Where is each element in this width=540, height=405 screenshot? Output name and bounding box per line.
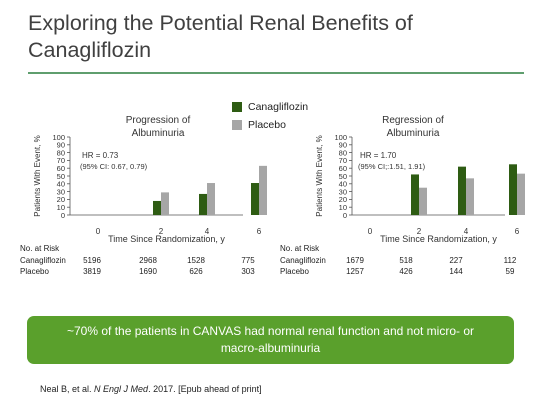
- x-tick-label-regression: 0: [368, 227, 373, 236]
- ci-annotation-regression: (95% CI;:1.51, 1.91): [358, 162, 426, 171]
- hr-annotation-progression: HR = 0.73: [82, 151, 119, 160]
- risk-value: 1679: [346, 256, 364, 265]
- bar-regression-placebo: [466, 178, 474, 215]
- risk-value: 59: [505, 267, 515, 276]
- bar-progression-canagliflozin: [251, 183, 259, 215]
- callout-box: ~70% of the patients in CANVAS had norma…: [27, 316, 514, 364]
- bar-regression-canagliflozin: [411, 174, 419, 215]
- citation: Neal B, et al. N Engl J Med. 2017. [Epub…: [40, 384, 262, 394]
- x-tick-label-regression: 6: [515, 227, 520, 236]
- y-tick-label-regression: 90: [339, 141, 347, 150]
- y-tick-label-progression: 60: [57, 164, 65, 173]
- y-tick-label-regression: 100: [334, 133, 347, 142]
- risk-value: 5196: [83, 256, 101, 265]
- y-tick-label-progression: 0: [61, 211, 65, 220]
- bar-regression-placebo: [517, 173, 525, 215]
- hr-annotation-regression: HR = 1.70: [360, 151, 397, 160]
- risk-row-label: Placebo: [280, 267, 309, 276]
- y-tick-label-progression: 40: [57, 180, 65, 189]
- y-tick-label-progression: 100: [52, 133, 65, 142]
- x-axis-label-progression: Time Since Randomization, y: [108, 234, 225, 244]
- y-tick-label-progression: 80: [57, 148, 65, 157]
- y-tick-label-regression: 10: [339, 203, 347, 212]
- risk-header: No. at Risk: [20, 244, 60, 253]
- y-tick-label-regression: 50: [339, 172, 347, 181]
- risk-table-regression: No. at Risk Canagliflozin 1679 518 227 112 Pla…: [280, 238, 540, 278]
- legend-swatch-canagliflozin: [232, 102, 242, 112]
- x-tick-label-regression: 4: [464, 227, 469, 236]
- y-tick-label-regression: 30: [339, 187, 347, 196]
- x-tick-label-progression: 4: [205, 227, 210, 236]
- y-axis-label-regression: Patients With Event, %: [315, 135, 324, 216]
- risk-row-label: Placebo: [20, 267, 49, 276]
- bar-progression-placebo: [259, 165, 267, 215]
- risk-value: 144: [449, 267, 463, 276]
- risk-value: 1528: [187, 256, 205, 265]
- chart-title-regression-line2: Albuminuria: [387, 128, 440, 139]
- chart-title-progression-line1: Progression of: [126, 115, 191, 126]
- legend-item-canagliflozin: Canagliflozin: [232, 98, 308, 116]
- y-tick-label-progression: 90: [57, 141, 65, 150]
- risk-value: 112: [503, 256, 517, 265]
- bar-progression-placebo: [207, 183, 215, 215]
- y-tick-label-progression: 50: [57, 172, 65, 181]
- chart-legend: Canagliflozin Placebo: [232, 98, 308, 134]
- risk-value: 2968: [139, 256, 157, 265]
- bar-progression-canagliflozin: [199, 193, 207, 215]
- bar-regression-canagliflozin: [458, 166, 466, 215]
- y-tick-label-progression: 10: [57, 203, 65, 212]
- legend-label-placebo: Placebo: [248, 119, 286, 131]
- risk-value: 626: [189, 267, 203, 276]
- risk-value: 227: [449, 256, 463, 265]
- bar-progression-placebo: [161, 192, 169, 215]
- ci-annotation-progression: (95% CI: 0.67, 0.79): [80, 162, 148, 171]
- bar-regression-placebo: [419, 187, 427, 215]
- slide-title: Exploring the Potential Renal Benefits o…: [28, 11, 413, 62]
- legend-swatch-placebo: [232, 120, 242, 130]
- risk-value: 775: [241, 256, 255, 265]
- x-axis-label-regression: Time Since Randomization, y: [380, 234, 497, 244]
- risk-value: 426: [399, 267, 413, 276]
- y-tick-label-regression: 0: [343, 211, 347, 220]
- risk-value: 1690: [139, 267, 157, 276]
- citation-journal: N Engl J Med: [94, 384, 149, 394]
- x-tick-label-progression: 0: [96, 227, 101, 236]
- x-tick-label-regression: 2: [417, 227, 422, 236]
- callout-text: ~70% of the patients in CANVAS had norma…: [67, 324, 474, 355]
- y-tick-label-regression: 60: [339, 164, 347, 173]
- y-tick-label-regression: 40: [339, 180, 347, 189]
- risk-row-label: Canagliflozin: [280, 256, 326, 265]
- chart-title-progression-line2: Albuminuria: [132, 128, 185, 139]
- legend-label-canagliflozin: Canagliflozin: [248, 101, 309, 113]
- chart-title-regression-line1: Regression of: [382, 115, 444, 126]
- bar-progression-canagliflozin: [153, 200, 161, 215]
- risk-value: 1257: [346, 267, 364, 276]
- y-tick-label-progression: 30: [57, 187, 65, 196]
- risk-table-progression: No. at Risk Canagliflozin 5196 2968 1528 775 P…: [20, 238, 280, 278]
- risk-value: 303: [241, 267, 255, 276]
- bar-regression-canagliflozin: [509, 164, 517, 215]
- title-divider: [28, 72, 524, 74]
- y-tick-label-progression: 20: [57, 195, 65, 204]
- y-tick-label-regression: 80: [339, 148, 347, 157]
- citation-details: . 2017. [Epub ahead of print]: [148, 384, 262, 394]
- citation-authors: Neal B, et al.: [40, 384, 95, 394]
- x-tick-label-progression: 2: [159, 227, 164, 236]
- risk-header: No. at Risk: [280, 244, 320, 253]
- y-tick-label-progression: 70: [57, 156, 65, 165]
- x-tick-label-progression: 6: [257, 227, 262, 236]
- albuminuria-charts: Progression ofAlbuminuria010203040506070…: [33, 115, 525, 244]
- y-axis-label-progression: Patients With Event, %: [33, 135, 42, 216]
- risk-value: 518: [399, 256, 413, 265]
- y-tick-label-regression: 70: [339, 156, 347, 165]
- legend-item-placebo: Placebo: [232, 116, 308, 134]
- risk-value: 3819: [83, 267, 101, 276]
- risk-row-label: Canagliflozin: [20, 256, 66, 265]
- y-tick-label-regression: 20: [339, 195, 347, 204]
